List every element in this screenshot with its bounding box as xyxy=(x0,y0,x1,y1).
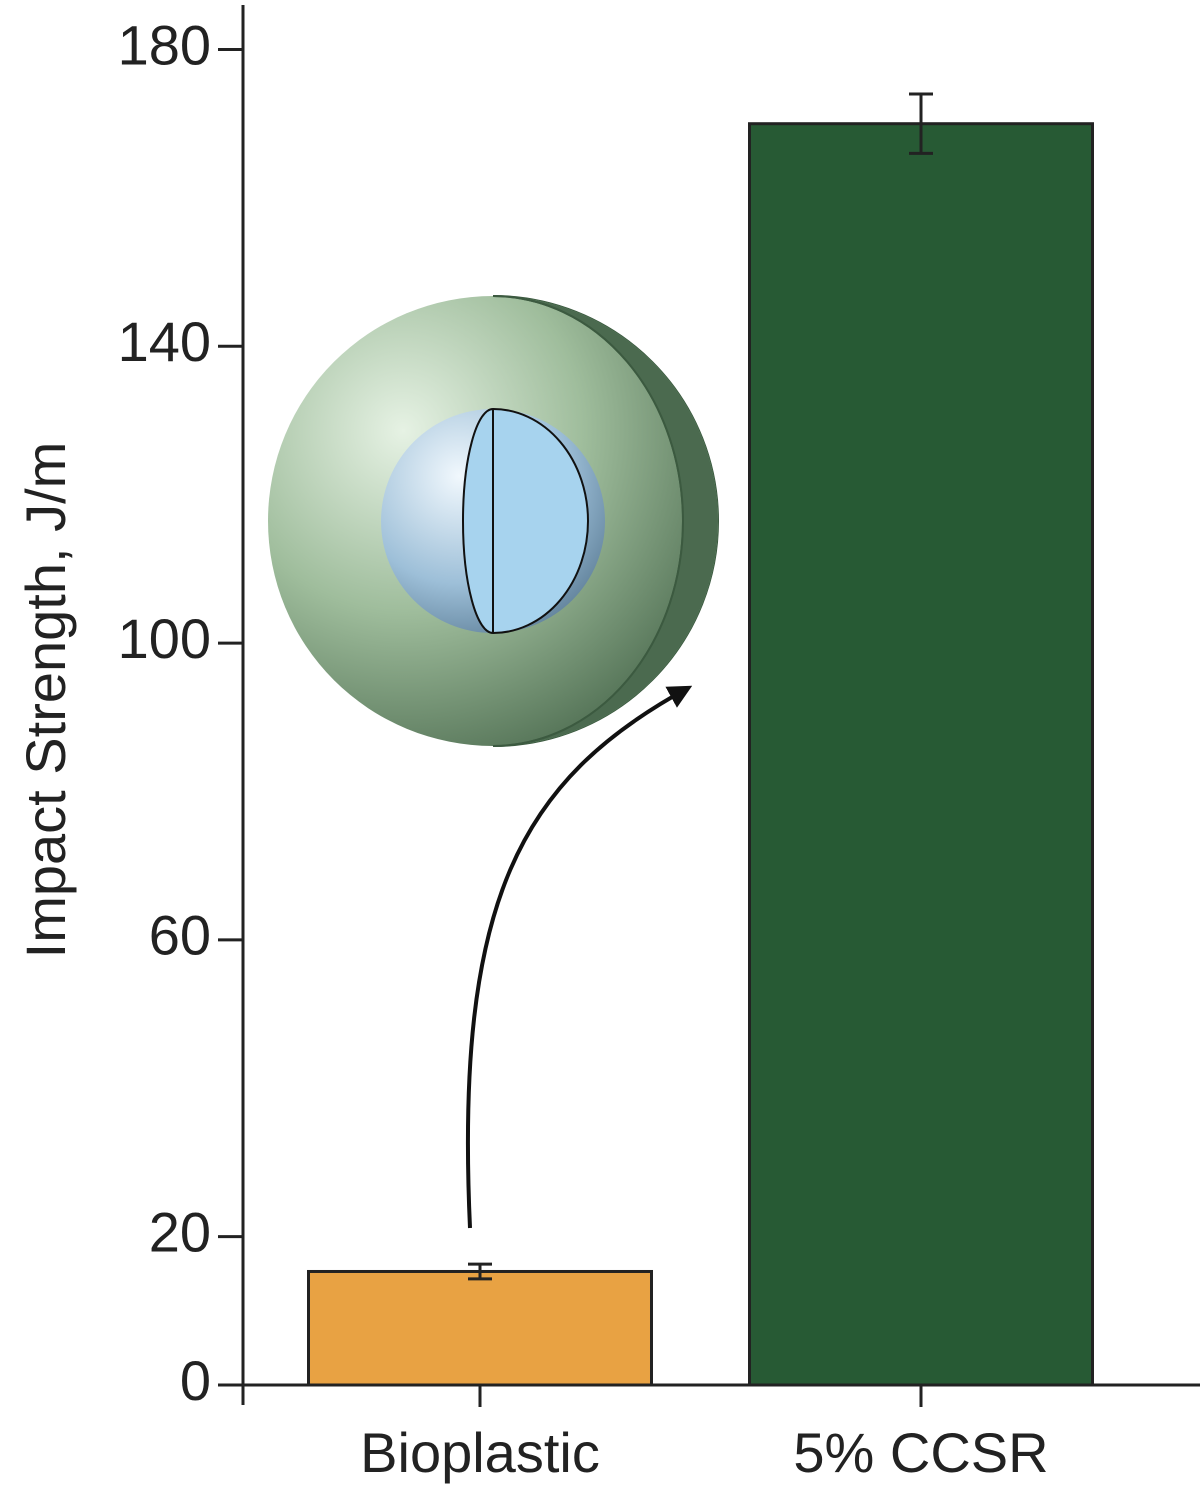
x-tick-label: 5% CCSR xyxy=(793,1421,1048,1484)
y-tick-label: 140 xyxy=(118,310,211,373)
y-tick-label: 100 xyxy=(118,607,211,670)
bar xyxy=(748,122,1094,1387)
x-tick-label: Bioplastic xyxy=(360,1421,600,1484)
y-tick-label: 60 xyxy=(149,904,211,967)
y-axis-label: Impact Strength, J/m xyxy=(14,442,77,959)
y-tick-label: 180 xyxy=(118,13,211,76)
illustration xyxy=(268,295,719,1229)
error-bar xyxy=(909,92,933,155)
error-bar xyxy=(468,1262,492,1281)
y-tick-label: 0 xyxy=(180,1349,211,1412)
bar xyxy=(307,1269,653,1387)
y-tick-label: 20 xyxy=(149,1200,211,1263)
